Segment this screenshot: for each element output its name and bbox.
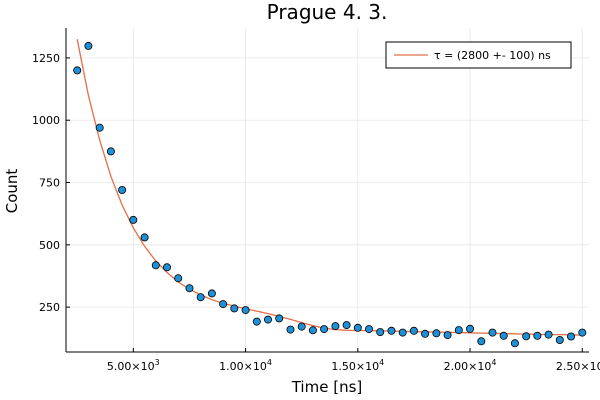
y-tick-label: 1250	[32, 52, 60, 65]
data-point	[263, 315, 272, 324]
data-point	[84, 41, 93, 50]
data-point	[207, 289, 216, 298]
data-point	[409, 326, 418, 335]
data-point	[140, 233, 149, 242]
data-point	[443, 331, 452, 340]
data-point	[331, 322, 340, 331]
data-point	[129, 215, 138, 224]
y-tick-label: 750	[39, 177, 60, 190]
fit-curve-layer	[76, 39, 583, 336]
data-point	[219, 300, 228, 309]
legend: τ = (2800 +- 100) ns	[385, 41, 572, 69]
data-point	[522, 332, 531, 341]
data-point	[353, 323, 362, 332]
data-point	[162, 263, 171, 272]
data-point	[73, 66, 82, 75]
data-point	[174, 274, 183, 283]
y-tick-label: 250	[39, 301, 60, 314]
data-point	[454, 326, 463, 335]
data-point	[308, 326, 317, 335]
chart-title: Prague 4. 3.	[267, 0, 388, 24]
data-point	[118, 185, 127, 194]
x-tick-label: 1.50×104	[331, 358, 384, 373]
data-point	[230, 304, 239, 313]
data-point	[578, 328, 587, 337]
data-point	[185, 284, 194, 293]
ticks: 5.00×103 1.00×104 1.50×104 2.00×104 2.50×104…	[32, 52, 600, 373]
data-point	[510, 339, 519, 348]
x-tick-label: 2.50×104	[556, 358, 600, 373]
data-point	[499, 331, 508, 340]
data-point	[376, 328, 385, 337]
y-tick-label: 500	[39, 239, 60, 252]
x-tick-label: 5.00×103	[107, 358, 160, 373]
data-point	[567, 332, 576, 341]
data-point	[544, 330, 553, 339]
fit-curve	[76, 39, 583, 336]
data-point	[286, 325, 295, 334]
data-point	[342, 321, 351, 330]
data-point	[196, 293, 205, 302]
data-point	[151, 261, 160, 270]
x-tick-label: 1.00×104	[219, 358, 272, 373]
data-point	[465, 324, 474, 333]
data-point	[320, 325, 329, 334]
data-points-layer	[73, 41, 587, 348]
legend-label: τ = (2800 +- 100) ns	[434, 49, 551, 62]
y-tick-label: 1000	[32, 114, 60, 127]
data-point	[555, 335, 564, 344]
data-point	[364, 325, 373, 334]
axes	[65, 28, 589, 353]
data-point	[297, 322, 306, 331]
data-point	[252, 317, 261, 326]
grid	[66, 28, 589, 352]
data-point	[432, 329, 441, 338]
data-point	[275, 314, 284, 323]
data-point	[95, 123, 104, 132]
data-point	[488, 328, 497, 337]
data-point	[106, 147, 115, 156]
x-tick-label: 2.00×104	[444, 358, 497, 373]
data-point	[477, 337, 486, 346]
data-point	[387, 326, 396, 335]
data-point	[533, 331, 542, 340]
data-point	[241, 306, 250, 315]
data-point	[398, 328, 407, 337]
x-axis-label: Time [ns]	[291, 378, 363, 396]
y-axis-label: Count	[3, 169, 21, 214]
data-point	[421, 329, 430, 338]
